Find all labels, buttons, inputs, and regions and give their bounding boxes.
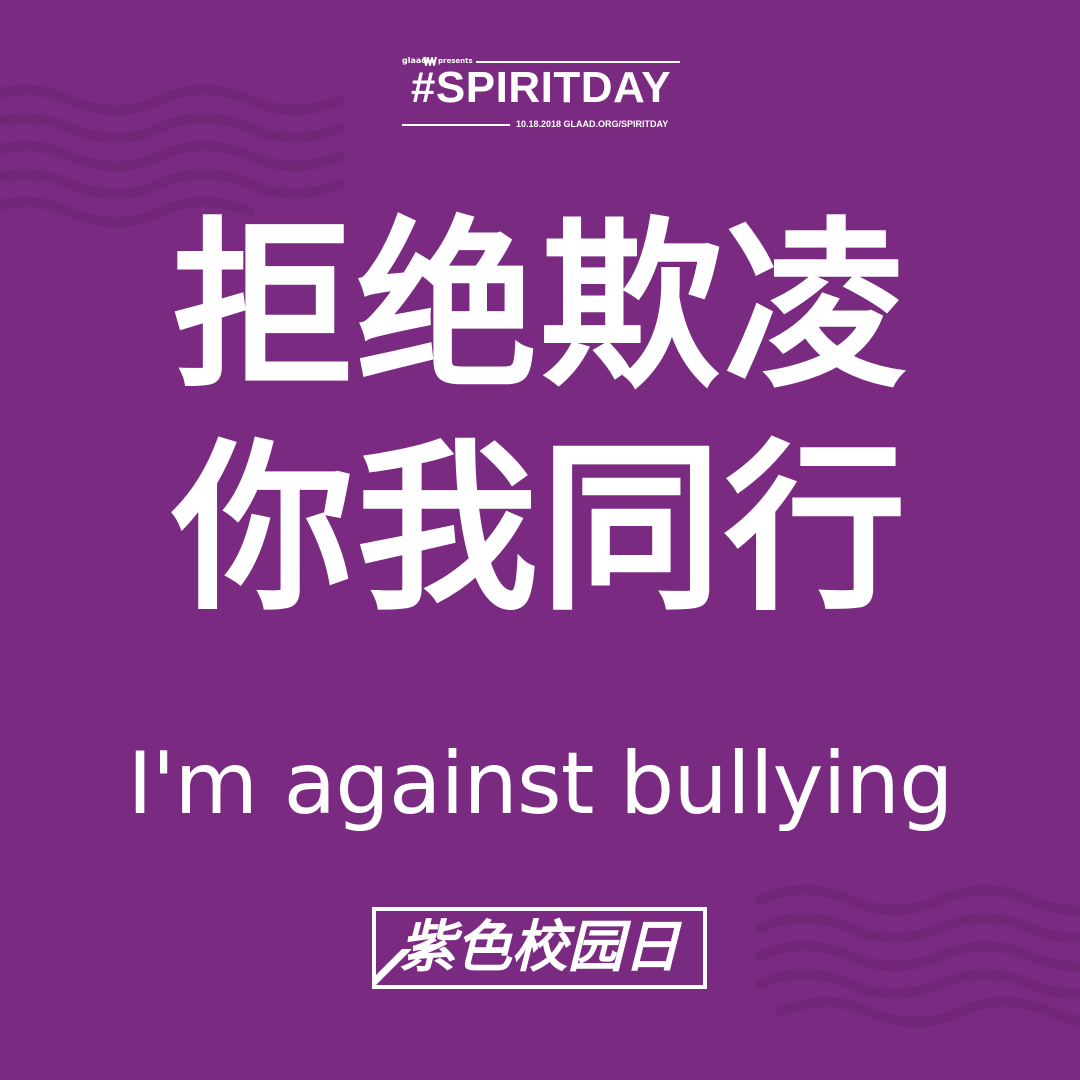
tagline-english: I'm against bullying	[127, 734, 953, 834]
badge-corner-slash	[372, 949, 412, 989]
header-presenter-line: glaad presents	[400, 56, 682, 70]
spirit-day-header: glaad presents #SPIRITDAY 10.18.2018 GLA…	[400, 52, 682, 132]
org-name: glaad	[402, 56, 427, 65]
header-bottom-rule	[402, 124, 510, 126]
headline-chinese: 拒绝欺凌 你我同行	[0, 216, 1080, 660]
header-top-rule	[476, 61, 680, 63]
headline-line-2: 你我同行	[172, 423, 908, 635]
hashtag-title: #SPIRITDAY	[410, 63, 672, 112]
glaad-logo-icon	[423, 56, 437, 66]
presents-label: presents	[438, 57, 473, 65]
headline-line-1: 拒绝欺凌	[172, 201, 908, 413]
event-date-url: 10.18.2018 GLAAD.ORG/SPIRITDAY	[516, 119, 669, 129]
badge-label: 紫色校园日	[399, 915, 680, 980]
spirit-day-badge: 紫色校园日	[372, 907, 707, 989]
